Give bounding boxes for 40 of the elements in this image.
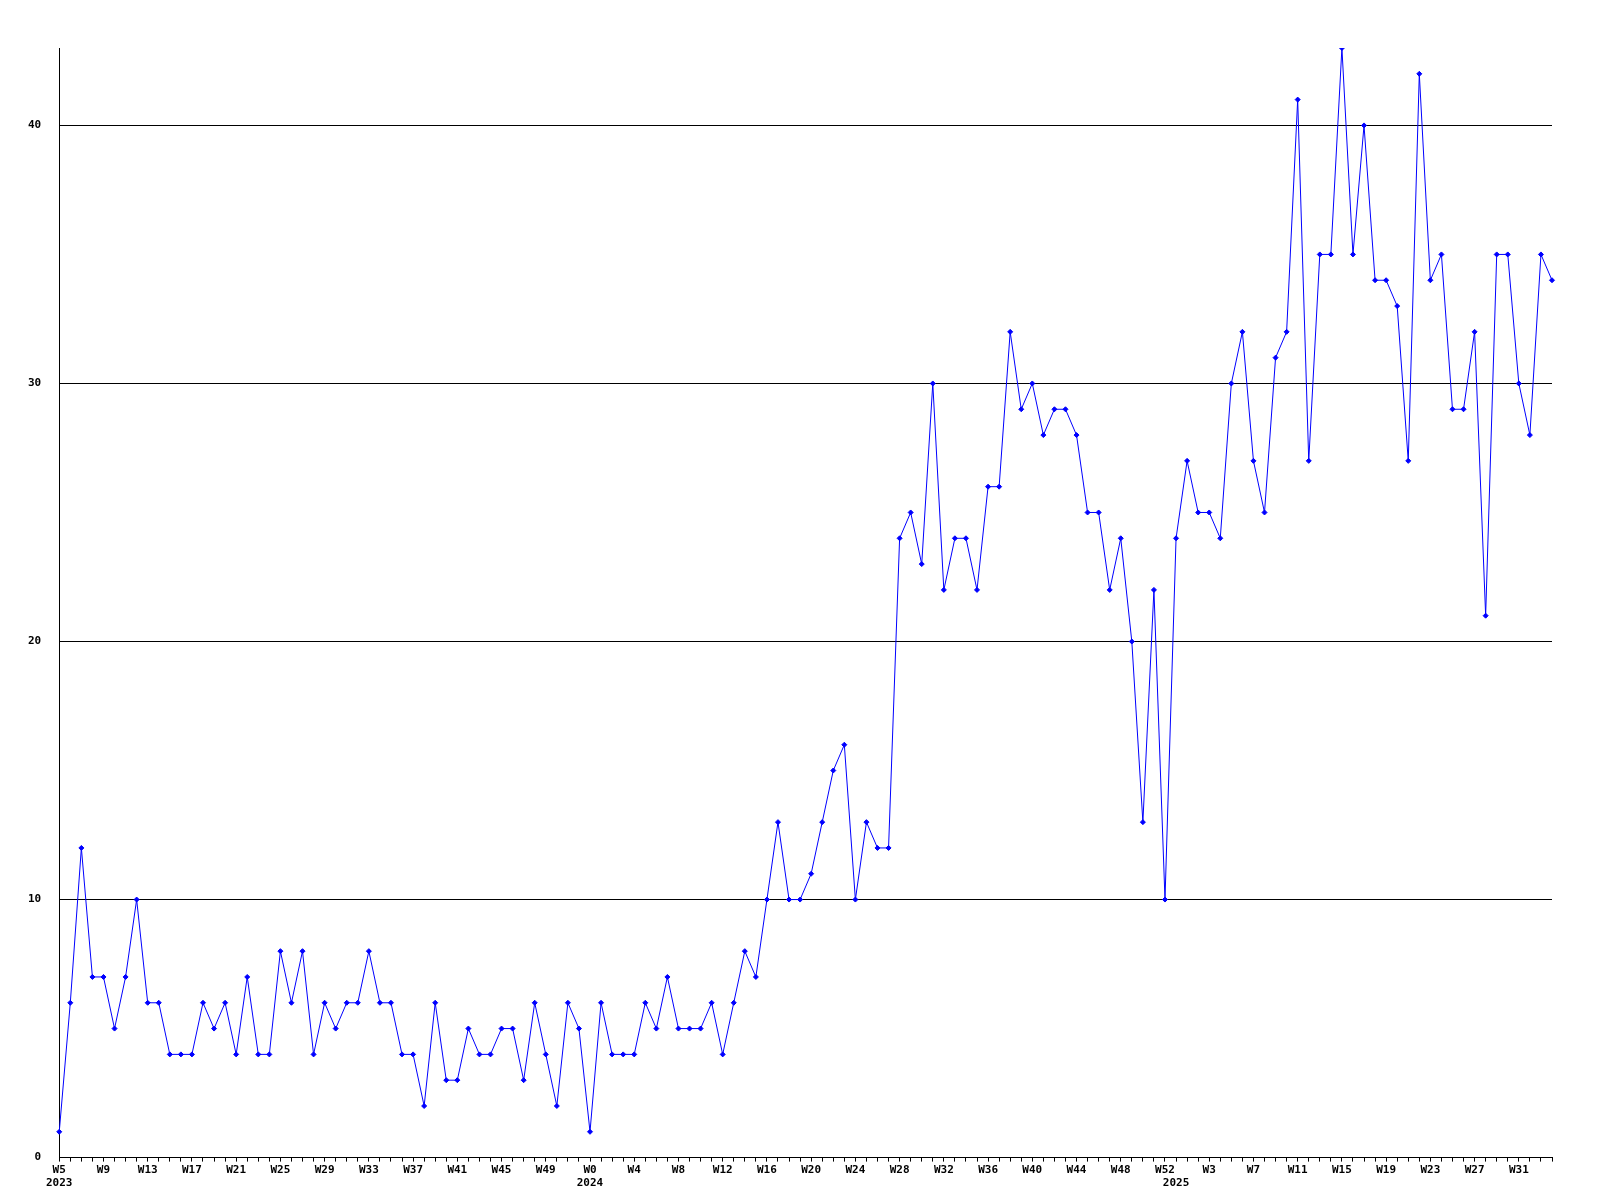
x-tick-label: W25 [270,1163,291,1177]
x-tick-label: W40 [1022,1163,1043,1177]
x-tick-label: W37 [403,1163,424,1177]
x-tick-label: W15 [1331,1163,1352,1177]
y-tick-label: 0 [34,1150,42,1164]
x-tick-label: W31 [1508,1163,1530,1177]
x-tick-label: W48 [1110,1163,1131,1177]
x-tick-label: W24 [845,1163,866,1177]
x-tick-label: W41 [447,1163,468,1177]
x-tick-label: W36 [978,1163,999,1177]
y-tick-label: 10 [28,892,42,906]
y-tick-label: 30 [28,376,42,390]
x-tick-label: 2025 [1162,1176,1190,1190]
x-tick-label: W16 [756,1163,778,1177]
x-tick-label: W12 [712,1163,733,1177]
x-tick-label: W52 [1155,1163,1175,1177]
x-tick-label: W45 [491,1163,512,1177]
x-tick-label: W28 [889,1163,910,1177]
x-tick-label: W32 [933,1163,954,1177]
y-tick-label: 40 [28,118,42,132]
x-tick-label: W20 [801,1163,822,1177]
x-tick-label: W21 [226,1163,247,1177]
x-tick-label: W9 [96,1163,111,1177]
x-tick-label: W33 [358,1163,379,1177]
x-tick-label: W5 2023 [46,1163,73,1190]
x-tick-label: W27 [1464,1163,1485,1177]
x-tick-label: W29 [314,1163,335,1177]
y-tick-label: 20 [28,634,42,648]
x-tick-label: W49 [535,1163,556,1177]
x-tick-label: W3 [1202,1163,1216,1177]
x-tick-label: W7 [1246,1163,1261,1177]
x-tick-label: W11 [1287,1163,1308,1177]
x-tick-label: W4 [627,1163,642,1177]
x-tick-label: W17 [182,1163,202,1177]
x-tick-label: W19 [1376,1163,1397,1177]
x-tick-label: W8 [671,1163,686,1177]
x-tick-label: W44 [1066,1163,1087,1177]
x-tick-label: W13 [137,1163,158,1177]
x-tick-label: W0 2024 [576,1163,604,1190]
x-tick-label: W23 [1420,1163,1441,1177]
